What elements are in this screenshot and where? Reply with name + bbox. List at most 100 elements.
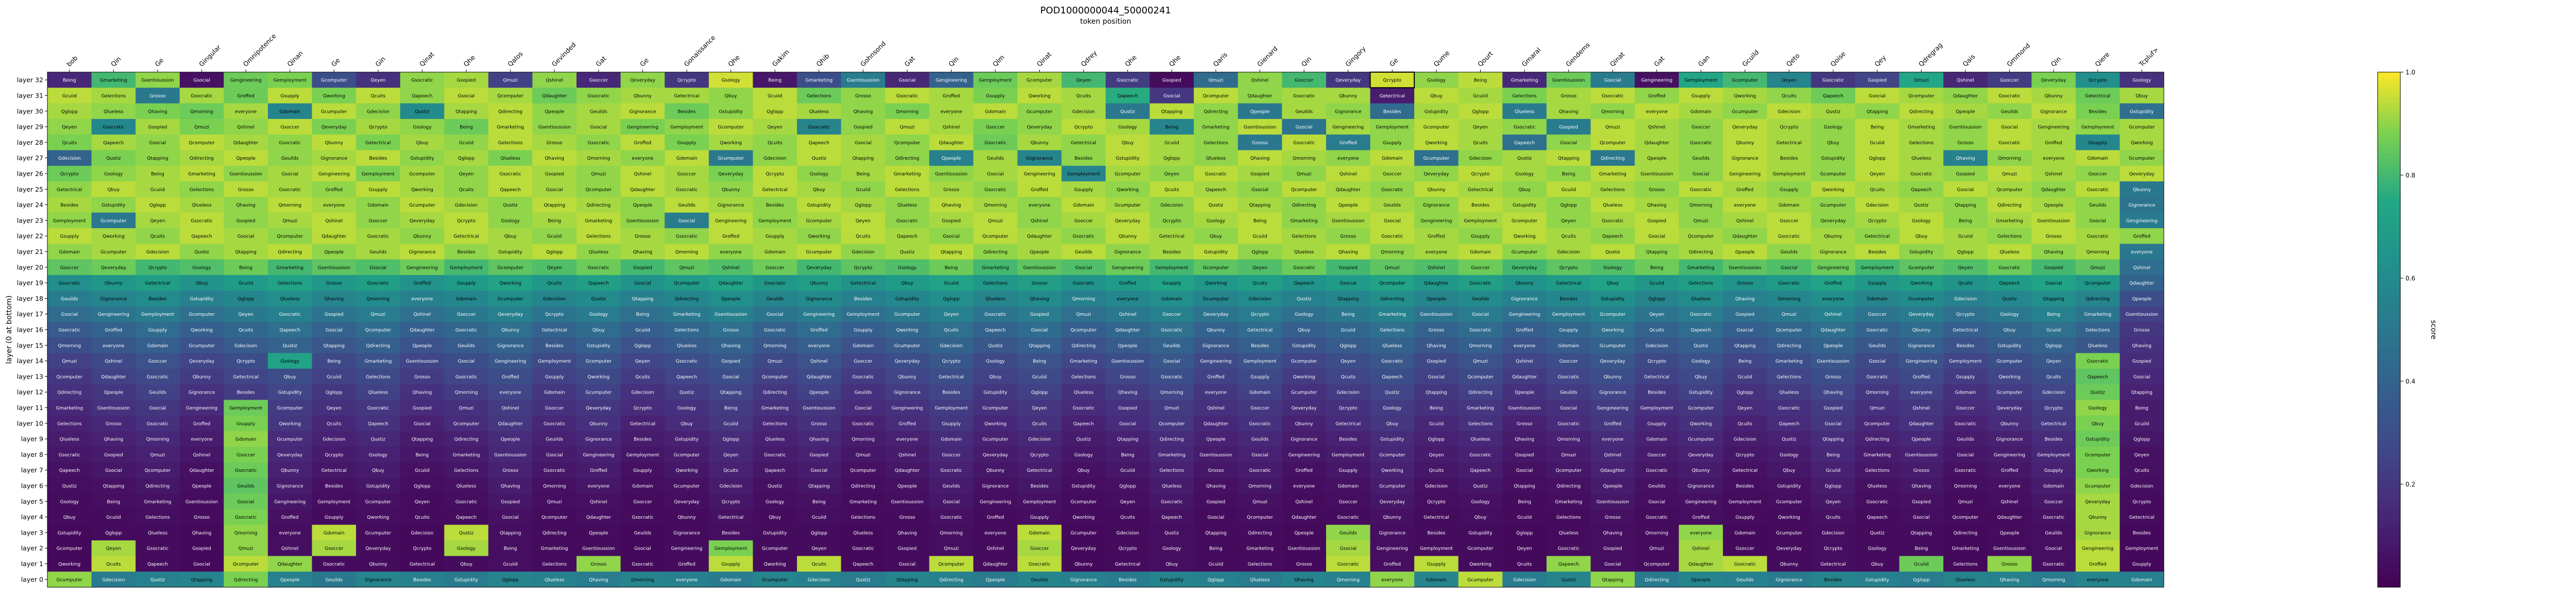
heatmap-cell: [708, 524, 753, 541]
heatmap-cell-label: Gcuiid: [1341, 328, 1355, 333]
heatmap-cell: [1679, 431, 1723, 447]
colorbar-segment: [2378, 372, 2400, 378]
heatmap-cell-label: Qbunny: [501, 328, 520, 333]
heatmap-cell: [1590, 368, 1635, 385]
heatmap-cell-label: Getectrical: [674, 94, 699, 99]
heatmap-cell: [47, 259, 92, 276]
heatmap-cell: [2120, 431, 2164, 447]
heatmap-cell: [2031, 431, 2076, 447]
heatmap-cell-label: Qcuits: [1164, 187, 1179, 193]
heatmap-cell-label: Getectrical: [233, 374, 259, 380]
heatmap-cell: [1194, 291, 1239, 306]
colorbar-segment: [2378, 252, 2400, 257]
heatmap-cell-label: Qmuzi: [1605, 125, 1620, 130]
heatmap-cell-label: Gdomain: [1073, 203, 1094, 208]
heatmap-cell-label: Gsocratic: [985, 312, 1006, 317]
heatmap-cell-label: Gsocial: [899, 562, 916, 567]
heatmap-cell: [2075, 150, 2120, 166]
colorbar-segment: [2378, 540, 2400, 545]
heatmap-cell-label: Qlueless: [192, 203, 212, 208]
heatmap-cell: [973, 556, 1018, 572]
heatmap-cell-label: Qshinel: [1824, 312, 1842, 317]
heatmap-cell-label: Qdaughter: [1292, 515, 1316, 520]
heatmap-cell: [929, 493, 974, 509]
heatmap-cell: [708, 103, 753, 120]
heatmap-cell-label: Qbuy: [1386, 421, 1399, 427]
heatmap-cell: [47, 306, 92, 322]
heatmap-cell-label: Getectrical: [1732, 468, 1757, 473]
heatmap-cell: [135, 571, 180, 588]
heatmap-cell: [1502, 244, 1547, 260]
heatmap-cell: [1017, 384, 1062, 400]
heatmap-cell: [841, 571, 886, 588]
heatmap-cell-label: Qtapping: [324, 344, 345, 349]
heatmap-cell-label: everyone: [896, 437, 919, 442]
heatmap-cell: [1855, 431, 1900, 447]
heatmap-cell-label: Qtapping: [103, 484, 124, 489]
heatmap-cell: [620, 197, 665, 213]
heatmap-cell: [179, 165, 224, 182]
heatmap-cell-label: Gsocial: [238, 234, 255, 240]
heatmap-cell-label: Gcumputer: [1732, 109, 1758, 114]
heatmap-cell-label: Qmuzi: [1164, 406, 1179, 411]
heatmap-cell-label: Qcuits: [239, 328, 253, 333]
heatmap-cell-label: Gsocial: [2045, 281, 2062, 286]
heatmap-cell-label: Gemployment: [1773, 172, 1806, 177]
heatmap-cell: [929, 244, 974, 260]
heatmap-cell-label: Qeveryday: [1688, 453, 1714, 458]
colorbar-segment: [2378, 531, 2400, 536]
heatmap-cell-label: Gsoccer: [854, 359, 873, 364]
heatmap-cell-label: Qeveryday: [1997, 406, 2023, 411]
heatmap-cell-label: Qdirecting: [146, 484, 170, 489]
heatmap-cell-label: Gengineering: [1289, 453, 1320, 458]
heatmap-cell-label: Gcomputer: [1071, 500, 1097, 505]
heatmap-cell: [708, 509, 753, 525]
heatmap-cell-label: Qlueless: [1691, 297, 1711, 302]
heatmap-cell: [1943, 306, 1988, 322]
heatmap-cell: [1149, 571, 1194, 588]
heatmap-cell-label: Qglopp: [634, 344, 651, 349]
heatmap-cell-label: Gsupply: [1780, 187, 1799, 193]
heatmap-cell: [665, 88, 709, 104]
colorbar-segment: [2378, 145, 2400, 150]
heatmap-cell-label: Qdaughter: [1997, 515, 2022, 520]
heatmap-cell-label: Gengineering: [1818, 265, 1849, 270]
heatmap-cell: [796, 400, 841, 416]
heatmap-cell: [973, 118, 1018, 135]
heatmap-cell-label: Qcomputer: [586, 187, 612, 193]
heatmap-cell-label: Gsocial: [105, 468, 122, 473]
heatmap-cell: [1546, 212, 1591, 229]
heatmap-cell-label: Gsocratic: [2043, 515, 2064, 520]
heatmap-cell-label: Groffed: [1295, 468, 1312, 473]
heatmap-cell: [2031, 306, 2076, 322]
heatmap-cell-label: Qmorning: [1072, 297, 1095, 302]
heatmap-cell: [1370, 431, 1415, 447]
heatmap-cell: [665, 197, 709, 213]
heatmap-cell: [973, 337, 1018, 353]
heatmap-cell: [841, 212, 886, 229]
heatmap-cell-label: Qworking: [103, 234, 125, 240]
heatmap-cell: [224, 524, 268, 541]
heatmap-cell: [1546, 493, 1591, 509]
heatmap-cell-label: Gsocial: [2001, 125, 2018, 130]
heatmap-cell: [1635, 415, 1679, 432]
heatmap-cell-label: Besides: [325, 484, 343, 489]
heatmap-cell: [2120, 540, 2164, 556]
heatmap-cell: [1370, 368, 1415, 385]
heatmap-cell-label: Qcuits: [635, 374, 650, 380]
heatmap-cell-label: Gsocratic: [59, 453, 80, 458]
heatmap-cell: [1767, 368, 1811, 385]
heatmap-cell-label: Gmarketing: [1908, 125, 1935, 130]
heatmap-cell: [1502, 353, 1547, 369]
heatmap-cell: [577, 431, 621, 447]
heatmap-cell: [2075, 259, 2120, 276]
heatmap-cell: [929, 275, 974, 291]
heatmap-cell-label: Gsoccer: [1030, 547, 1049, 552]
heatmap-cell: [444, 88, 489, 104]
heatmap-cell: [1811, 540, 1856, 556]
heatmap-cell: [577, 212, 621, 229]
heatmap-cell-label: Qcomputer: [1467, 374, 1494, 380]
heatmap-cell: [1149, 275, 1194, 291]
heatmap-cell: [135, 291, 180, 306]
heatmap-cell-label: Gsoccer: [2044, 500, 2063, 505]
